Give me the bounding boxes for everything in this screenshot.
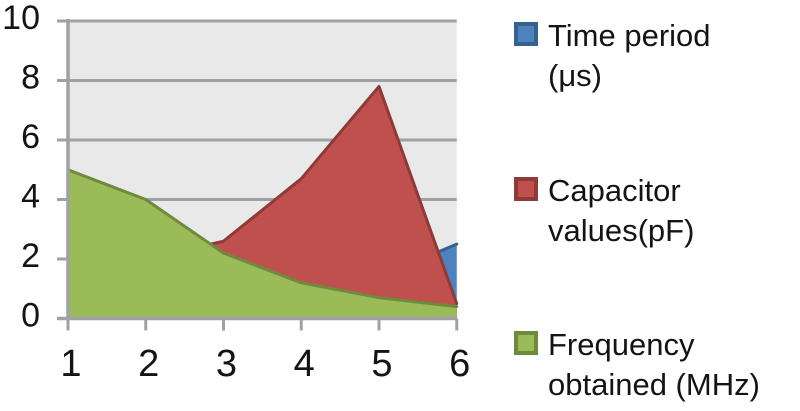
legend-label-line: Frequency (548, 327, 695, 362)
legend-label-line: (μs) (548, 58, 603, 93)
svg-text:0: 0 (21, 297, 40, 335)
svg-text:1: 1 (60, 343, 81, 385)
legend-item-time-period: Time period (μs) (514, 16, 800, 96)
legend-item-capacitor-values: Capacitor values(pF) (514, 171, 800, 251)
svg-text:10: 10 (2, 0, 40, 37)
legend-item-frequency-obtained: Frequency obtained (MHz) (514, 325, 800, 405)
chart-legend: Time period (μs) Capacitor values(pF) Fr… (514, 16, 800, 405)
svg-text:5: 5 (371, 343, 392, 385)
legend-label-line: Time period (548, 18, 711, 53)
legend-label-frequency-obtained: Frequency obtained (MHz) (548, 325, 760, 405)
legend-label-line: Capacitor (548, 172, 681, 208)
svg-text:8: 8 (21, 59, 40, 97)
svg-text:4: 4 (21, 178, 40, 216)
svg-text:2: 2 (21, 237, 40, 275)
time-period-swatch-icon (514, 22, 538, 46)
svg-text:3: 3 (216, 343, 237, 385)
legend-label-capacitor-values: Capacitor values(pF) (548, 171, 694, 251)
legend-label-line: values(pF) (548, 212, 695, 248)
svg-text:6: 6 (449, 343, 470, 385)
frequency-obtained-swatch-icon (514, 331, 538, 355)
legend-label-line: obtained (MHz) (548, 367, 760, 402)
svg-text:2: 2 (138, 343, 159, 385)
capacitor-values-swatch-icon (514, 176, 538, 201)
legend-label-time-period: Time period (μs) (548, 16, 711, 96)
svg-text:6: 6 (21, 118, 40, 156)
svg-text:4: 4 (294, 343, 315, 385)
